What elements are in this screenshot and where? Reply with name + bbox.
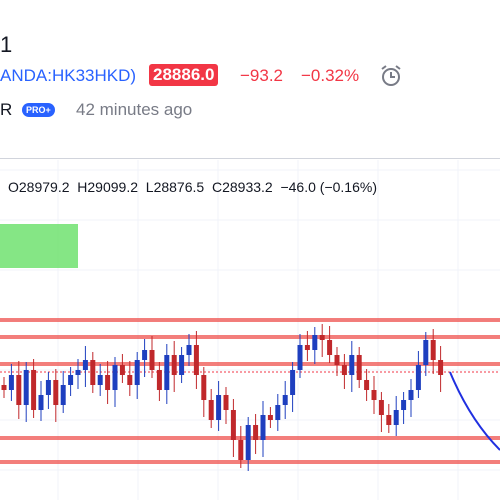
candle-body bbox=[171, 355, 177, 375]
candle-body bbox=[349, 355, 355, 375]
candle-body bbox=[164, 355, 170, 390]
ohlc-open: O28979.2 bbox=[8, 179, 70, 195]
candle-body bbox=[105, 375, 111, 390]
candle-body bbox=[327, 340, 333, 355]
chart bbox=[0, 160, 500, 500]
projection bbox=[449, 371, 500, 451]
candle-body bbox=[438, 360, 444, 375]
candle-body bbox=[275, 405, 281, 420]
candle-body bbox=[401, 400, 407, 410]
candle-body bbox=[134, 360, 140, 385]
candle-body bbox=[119, 365, 125, 375]
candle-body bbox=[193, 345, 199, 375]
candle-body bbox=[253, 425, 259, 440]
candle-body bbox=[430, 340, 436, 360]
candle-body bbox=[16, 375, 22, 405]
candle-body bbox=[68, 375, 74, 385]
price-badge: 28886.0 bbox=[149, 64, 219, 86]
candle-body bbox=[304, 345, 310, 350]
published-time: 42 minutes ago bbox=[76, 100, 193, 119]
candle-body bbox=[156, 370, 162, 390]
candle-body bbox=[97, 375, 103, 385]
candle-body bbox=[364, 380, 370, 390]
candle-body bbox=[378, 400, 384, 415]
candle-body bbox=[230, 410, 236, 440]
candle-body bbox=[216, 395, 222, 420]
candle-body bbox=[393, 410, 399, 425]
candle-body bbox=[356, 355, 362, 380]
candle-body bbox=[312, 335, 318, 350]
candle-body bbox=[112, 365, 118, 390]
candle-body bbox=[127, 375, 133, 385]
candle-body bbox=[208, 400, 214, 420]
change: −93.2 bbox=[240, 66, 284, 85]
ohlc-low: L28876.5 bbox=[145, 179, 205, 195]
candle-body bbox=[53, 380, 59, 405]
candle-body bbox=[415, 365, 421, 390]
candle-body bbox=[179, 355, 185, 375]
candle-body bbox=[282, 395, 288, 405]
candle-body bbox=[8, 375, 14, 390]
separator bbox=[0, 158, 500, 159]
candle-body bbox=[341, 365, 347, 375]
candle-body bbox=[267, 415, 273, 420]
candle-body bbox=[142, 350, 148, 360]
candle-body bbox=[297, 345, 303, 370]
candle-body bbox=[245, 425, 251, 460]
ohlc-bar: O28979.2 H29099.2 L28876.5 C28933.2 −46.… bbox=[8, 179, 377, 195]
candle-body bbox=[45, 380, 51, 395]
title: 1 bbox=[0, 32, 13, 57]
candle-body bbox=[201, 375, 207, 400]
ohlc-change: −46.0 (−0.16%) bbox=[280, 179, 377, 195]
alarm-icon[interactable] bbox=[378, 63, 404, 89]
change-percent: −0.32% bbox=[301, 66, 360, 85]
candle-body bbox=[408, 390, 414, 400]
candle-body bbox=[75, 370, 81, 375]
candle-body bbox=[1, 385, 7, 390]
candle-body bbox=[23, 370, 29, 405]
ohlc-high: H29099.2 bbox=[77, 179, 138, 195]
ohlc-close: C28933.2 bbox=[211, 179, 273, 195]
candle-body bbox=[149, 350, 155, 370]
candle-body bbox=[334, 355, 340, 365]
candle-body bbox=[238, 440, 244, 460]
candle-body bbox=[371, 390, 377, 400]
candle-body bbox=[386, 415, 392, 425]
candle-body bbox=[290, 370, 296, 395]
candle-body bbox=[60, 385, 66, 405]
zone bbox=[0, 224, 78, 268]
candle-body bbox=[319, 335, 325, 340]
author[interactable]: R bbox=[0, 100, 13, 119]
candle-body bbox=[31, 370, 37, 410]
candle-body bbox=[223, 395, 229, 410]
pro-badge: PRO+ bbox=[22, 103, 55, 117]
symbol-link[interactable]: ANDA:HK33HKD) bbox=[0, 66, 137, 85]
candle-body bbox=[260, 415, 266, 440]
candle-body bbox=[423, 340, 429, 365]
candle-body bbox=[38, 395, 44, 410]
candle-body bbox=[186, 345, 192, 355]
candle-body bbox=[82, 360, 88, 370]
candle-body bbox=[90, 360, 96, 385]
